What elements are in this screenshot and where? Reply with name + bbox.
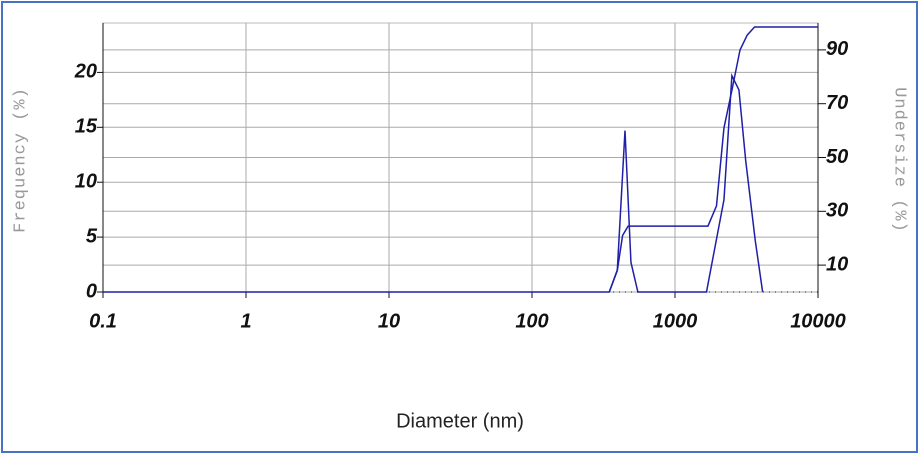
y-tick-label: 5: [86, 225, 98, 247]
y2-axis-label: Undersize (%): [890, 87, 909, 233]
x-tick-label: 10: [378, 310, 400, 332]
y-tick-label: 15: [75, 116, 98, 138]
x-tick-label: 100: [515, 310, 548, 332]
y-tick-label: 10: [75, 170, 97, 192]
y-tick-label: 0: [86, 280, 97, 302]
series-line: [608, 26, 818, 293]
x-tick-label: 10000: [790, 310, 846, 332]
x-axis-label: Diameter (nm): [396, 410, 524, 432]
y2-tick-label: 50: [826, 146, 848, 168]
x-tick-label: 1000: [653, 310, 698, 332]
y2-tick-label: 10: [826, 253, 848, 275]
y2-tick-label: 70: [826, 92, 848, 114]
x-tick-label: 1: [240, 310, 251, 332]
y2-tick-label: 90: [826, 38, 848, 60]
y-tick-label: 20: [74, 61, 97, 83]
x-tick-label: 0.1: [89, 310, 117, 332]
y2-tick-label: 30: [826, 200, 848, 222]
y-axis-label: Frequency (%): [11, 87, 30, 233]
